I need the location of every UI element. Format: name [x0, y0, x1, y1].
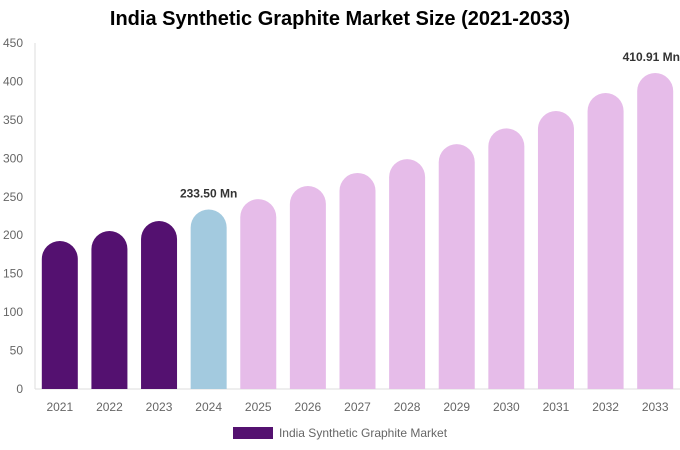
x-tick-label: 2021 — [46, 400, 73, 414]
legend-swatch — [232, 427, 273, 439]
x-tick-label: 2027 — [344, 400, 371, 414]
bar-2031 — [537, 111, 574, 389]
x-tick-label: 2024 — [195, 400, 222, 414]
x-tick-label: 2029 — [443, 400, 470, 414]
x-tick-label: 2033 — [642, 400, 669, 414]
bar-2033 — [637, 73, 674, 389]
bar-2028 — [389, 159, 426, 389]
x-tick-label: 2028 — [394, 400, 421, 414]
x-tick-label: 2031 — [543, 400, 570, 414]
y-tick-label: 250 — [3, 190, 23, 204]
y-tick-label: 300 — [3, 151, 23, 165]
x-tick-label: 2032 — [592, 400, 619, 414]
y-tick-label: 50 — [10, 344, 24, 358]
bar-2030 — [488, 128, 525, 389]
data-label: 410.91 Mn — [623, 50, 680, 64]
y-tick-label: 200 — [3, 228, 23, 242]
bar-2022 — [91, 230, 128, 389]
bar-2025 — [240, 199, 277, 389]
x-tick-label: 2030 — [493, 400, 520, 414]
bar-2023 — [141, 221, 178, 389]
y-tick-label: 0 — [16, 382, 23, 396]
x-tick-label: 2023 — [146, 400, 173, 414]
y-tick-label: 450 — [3, 36, 23, 50]
bar-2027 — [339, 172, 376, 389]
legend: India Synthetic Graphite Market — [0, 426, 680, 440]
x-tick-label: 2026 — [295, 400, 322, 414]
y-tick-label: 400 — [3, 74, 23, 88]
bar-2029 — [438, 144, 475, 389]
bar-2024 — [190, 209, 227, 389]
bar-2032 — [587, 92, 624, 389]
x-tick-label: 2022 — [96, 400, 123, 414]
x-tick-label: 2025 — [245, 400, 272, 414]
bar-2026 — [289, 186, 326, 389]
y-tick-label: 350 — [3, 113, 23, 127]
bar-2021 — [41, 240, 78, 389]
y-tick-label: 100 — [3, 305, 23, 319]
legend-label: India Synthetic Graphite Market — [278, 426, 448, 440]
chart-title: India Synthetic Graphite Market Size (20… — [109, 8, 571, 30]
y-tick-label: 150 — [3, 267, 23, 281]
data-label: 233.50 Mn — [180, 186, 237, 200]
